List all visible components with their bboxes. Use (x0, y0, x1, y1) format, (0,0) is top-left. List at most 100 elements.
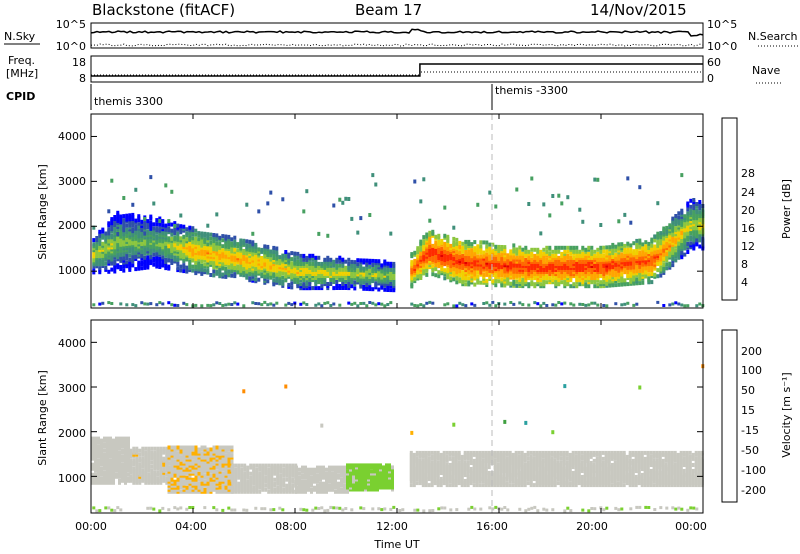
power-cell (305, 284, 309, 289)
velocity-cell (203, 467, 207, 472)
power-cell (569, 262, 573, 266)
velocity-cell (159, 446, 163, 451)
power-cell (119, 242, 123, 247)
power-cell (245, 247, 249, 252)
power-cell (542, 270, 546, 275)
power-cell (215, 233, 219, 238)
velocity-cell (218, 489, 222, 494)
power-cell (116, 237, 120, 242)
power-cell (389, 288, 393, 293)
power-cell (380, 277, 384, 282)
power-cell (638, 250, 642, 255)
velocity-cell (127, 446, 130, 451)
power-cell (539, 270, 543, 275)
velocity-cell (261, 467, 265, 472)
power-cell (125, 250, 129, 255)
power-cell (170, 259, 174, 263)
velocity-cell (227, 445, 231, 450)
power-cell (452, 225, 456, 230)
power-cell (209, 236, 213, 241)
power-cell (455, 246, 459, 250)
power-cell (215, 212, 219, 217)
power-cell (113, 263, 117, 268)
power-cell (326, 233, 330, 238)
power-cell (191, 252, 195, 257)
power-cell (656, 274, 660, 279)
velocity-cell (188, 449, 192, 454)
power-cell (353, 286, 357, 291)
velocity-cell (301, 473, 304, 478)
power-cell (425, 246, 429, 251)
velocity-cell (230, 453, 234, 458)
power-cell (116, 257, 120, 262)
power-cell (359, 216, 363, 221)
power-cell (233, 235, 237, 240)
power-cell (212, 273, 216, 278)
power-cell (224, 246, 228, 251)
power-cell (470, 248, 474, 253)
power-cell (155, 226, 159, 231)
power-cell (281, 263, 285, 268)
power-cell (434, 240, 438, 245)
nsearch-label: N.Search (748, 30, 798, 43)
power-cell (236, 248, 240, 253)
velocity-cell (173, 467, 177, 472)
power-cbar-tick-16: 16 (741, 222, 755, 235)
power-cell (131, 263, 135, 268)
power-cell (113, 259, 117, 264)
power-cell (347, 261, 351, 266)
power-cell (641, 264, 645, 269)
velocity-cell (252, 485, 256, 490)
power-cell (545, 249, 549, 254)
power-cell (611, 242, 615, 247)
power-cell (512, 249, 516, 254)
power-cell (539, 278, 543, 283)
power-cell (602, 249, 606, 254)
velocity-cell (185, 467, 189, 472)
velocity-cell (165, 464, 169, 469)
velocity-cell (215, 449, 219, 454)
power-cell (200, 304, 204, 308)
power-cell (542, 262, 546, 266)
power-cell (686, 207, 690, 212)
nsky-panel: N.Sky 10^5 10^0 N.Search 10^5 10^0 (4, 18, 798, 53)
power-cbar-tick-12: 12 (741, 240, 755, 253)
power-cell (425, 232, 429, 237)
velocity-cell (279, 467, 283, 472)
power-cell (692, 226, 696, 231)
power-cell (572, 245, 576, 250)
power-cell (356, 230, 360, 235)
velocity-cell (231, 463, 235, 468)
power-cell (377, 259, 381, 264)
power-cell (620, 272, 624, 277)
power-cell (446, 302, 450, 306)
power-cell (593, 270, 597, 275)
power-cell (503, 253, 507, 258)
power-cell (431, 258, 435, 263)
power-cell (695, 202, 699, 206)
power-cell (572, 270, 576, 275)
power-cell (311, 257, 315, 262)
power-cell (164, 245, 168, 250)
power-cell (374, 281, 378, 286)
power-cell (308, 261, 312, 266)
velocity-cell (255, 487, 259, 492)
power-cell (389, 231, 393, 236)
power-cell (257, 209, 261, 214)
velocity-cell (231, 487, 235, 492)
velocity-cell (135, 446, 139, 451)
power-cell (281, 197, 285, 202)
power-cell (524, 257, 528, 262)
power-cell (485, 252, 489, 257)
power-cell (548, 213, 552, 218)
power-cell (254, 253, 258, 257)
power-cell (317, 261, 321, 266)
power-cell (590, 245, 594, 250)
power-cell (179, 254, 183, 259)
power-cell (668, 243, 672, 248)
power-cell (431, 229, 435, 234)
power-cell (662, 252, 666, 257)
velocity-cell (285, 467, 289, 472)
power-cell (347, 286, 351, 291)
power-cell (176, 243, 180, 248)
